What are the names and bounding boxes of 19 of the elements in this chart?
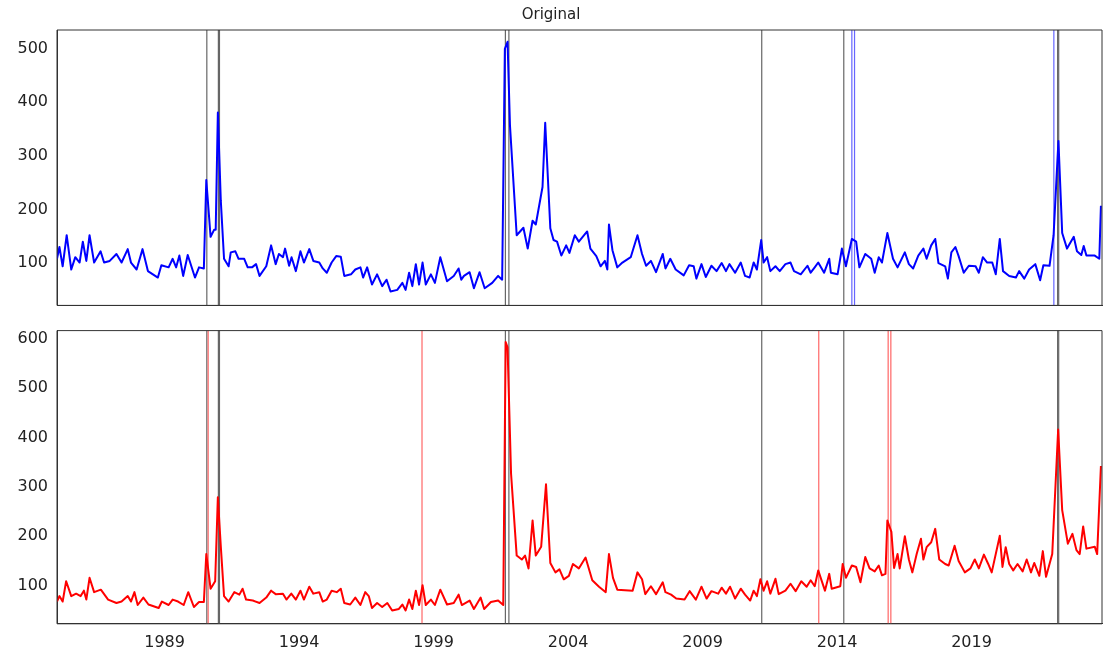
y-tick-label: 200 bbox=[17, 198, 48, 218]
y-tick-label: 400 bbox=[17, 91, 48, 111]
y-tick-label: 400 bbox=[17, 426, 48, 446]
y-tick-label: 300 bbox=[17, 145, 48, 165]
y-tick-label: 100 bbox=[17, 574, 48, 594]
chart-title: Original bbox=[521, 4, 581, 23]
x-tick-label: 2019 bbox=[951, 631, 992, 651]
x-tick-label: 2014 bbox=[816, 631, 858, 651]
x-tick-label: 1989 bbox=[144, 631, 185, 651]
y-tick-label: 100 bbox=[17, 252, 48, 272]
x-tick-label: 2009 bbox=[682, 631, 723, 651]
x-tick-label: 2004 bbox=[547, 631, 589, 651]
y-tick-label: 200 bbox=[17, 525, 48, 545]
y-tick-label: 500 bbox=[17, 37, 48, 57]
y-tick-label: 300 bbox=[17, 476, 48, 495]
x-tick-label: 1994 bbox=[278, 631, 320, 651]
y-tick-label: 600 bbox=[17, 327, 48, 347]
y-tick-label: 500 bbox=[17, 377, 48, 397]
x-tick-label: 1999 bbox=[413, 631, 454, 651]
